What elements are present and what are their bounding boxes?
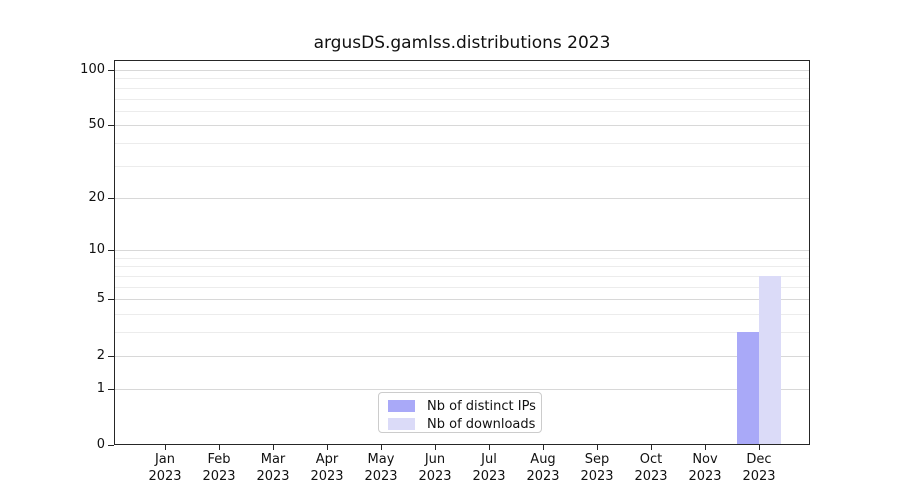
x-tick: [273, 445, 274, 450]
gridline-minor: [114, 165, 810, 167]
bar-downloads: [759, 276, 781, 445]
x-tick: [651, 445, 652, 450]
gridline-major: [114, 69, 810, 71]
y-tick-label: 20: [88, 189, 105, 205]
x-tick-label: Dec 2023: [742, 452, 776, 484]
y-tick-label: 50: [88, 117, 105, 133]
gridline-minor: [114, 276, 810, 277]
gridline-minor: [114, 110, 810, 112]
legend-label: Nb of downloads: [427, 416, 536, 432]
legend-swatch-downloads: [388, 418, 415, 430]
gridline-minor: [114, 257, 810, 259]
y-tick-label: 0: [96, 437, 105, 452]
x-tick: [327, 445, 328, 450]
x-tick: [759, 445, 760, 450]
y-tick-label: 5: [96, 291, 105, 307]
y-tick-label: 1: [96, 380, 105, 396]
gridline-minor: [114, 98, 810, 100]
bar-distinct-ips: [737, 332, 759, 445]
x-tick-label: Feb 2023: [202, 452, 236, 484]
gridline-major: [114, 388, 810, 390]
x-tick-label: Jan 2023: [148, 452, 182, 484]
x-tick: [219, 445, 220, 450]
x-tick: [435, 445, 436, 450]
y-tick-label: 10: [88, 242, 105, 258]
x-tick: [489, 445, 490, 450]
y-tick: [108, 197, 114, 199]
x-tick-label: May 2023: [364, 452, 398, 484]
legend-swatch-distinct-ips: [388, 400, 415, 412]
x-tick-label: Aug 2023: [526, 452, 560, 484]
gridline-minor: [114, 314, 810, 316]
y-tick: [108, 355, 114, 357]
gridline-minor: [114, 87, 810, 89]
gridline-minor: [114, 78, 810, 80]
plot-area-border: [114, 60, 810, 445]
x-tick-label: Oct 2023: [634, 452, 668, 484]
chart-title: argusDS.gamlss.distributions 2023: [313, 33, 611, 53]
x-tick-label: Jul 2023: [472, 452, 506, 484]
x-tick: [597, 445, 598, 450]
x-tick: [381, 445, 382, 450]
gridline-major: [114, 197, 810, 199]
gridline-minor: [114, 332, 810, 334]
y-tick: [108, 299, 114, 301]
x-tick: [165, 445, 166, 450]
gridline-major: [114, 125, 810, 127]
legend-label: Nb of distinct IPs: [427, 398, 536, 414]
x-tick-label: Nov 2023: [688, 452, 722, 484]
x-tick-label: Jun 2023: [418, 452, 452, 484]
gridline-major: [114, 250, 810, 252]
legend-item-downloads: Nb of downloads: [379, 416, 541, 432]
x-tick-label: Sep 2023: [580, 452, 614, 484]
gridline-major: [114, 355, 810, 357]
x-tick-label: Apr 2023: [310, 452, 344, 484]
gridline-minor: [114, 143, 810, 145]
y-tick: [108, 69, 114, 71]
gridline-minor: [114, 266, 810, 268]
y-tick: [108, 250, 114, 252]
x-tick: [543, 445, 544, 450]
x-tick-label: Mar 2023: [256, 452, 290, 484]
legend: Nb of distinct IPs Nb of downloads: [378, 392, 542, 433]
gridline-major: [114, 299, 810, 301]
gridline-minor: [114, 286, 810, 288]
y-tick: [108, 388, 114, 390]
y-tick-label: 2: [96, 347, 105, 363]
x-tick: [705, 445, 706, 450]
legend-item-distinct-ips: Nb of distinct IPs: [379, 398, 541, 414]
y-tick-label: 100: [80, 61, 105, 77]
y-tick: [108, 445, 114, 446]
y-tick: [108, 125, 114, 127]
